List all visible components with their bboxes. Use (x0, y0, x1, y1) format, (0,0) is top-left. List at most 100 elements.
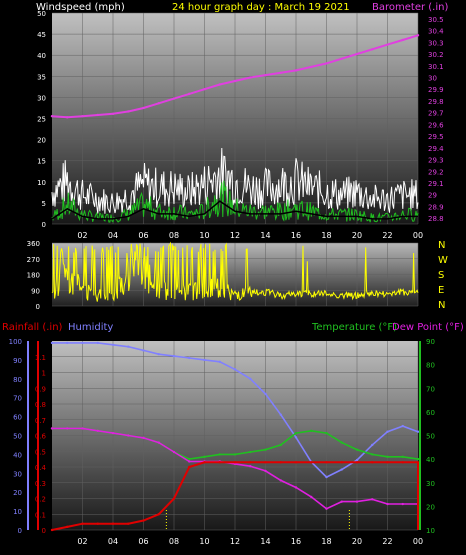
wind-y-ticks: 0 5 10 15 20 25 30 35 40 45 50 (37, 10, 46, 229)
humidity-y-ticks: 0 10 20 30 40 50 60 70 80 90 100 (9, 338, 22, 535)
barometer-y-ticks: 28.8 28.9 29 29.1 29.2 29.3 29.4 29.5 29.6 29.7 29… (428, 16, 444, 223)
compass-label: N (438, 240, 445, 251)
direction-y-tick-label: 180 (27, 272, 40, 280)
rain-y-tick-label: 0.5 (35, 448, 46, 456)
barometer-y-tick-label: 29 (428, 192, 437, 200)
wind-y-tick-label: 40 (37, 52, 46, 60)
barometer-y-tick-label: 28.9 (428, 203, 444, 211)
wind-x-tick-label: 20 (352, 231, 362, 240)
barometer-y-tick-label: 30.5 (428, 16, 444, 24)
wind-x-tick-label: 10 (199, 231, 209, 240)
direction-y-tick-label: 270 (27, 256, 40, 264)
wind-y-tick-label: 0 (42, 221, 46, 229)
temp-y-ticks: 10 20 30 40 50 60 70 80 90 (426, 338, 435, 535)
temp-x-tick-label: 04 (108, 537, 118, 546)
rain-y-tick-label: 0.6 (35, 433, 47, 441)
barometer-y-tick-label: 30.2 (428, 51, 444, 59)
dewpoint-label: Dew Point (°F) (392, 322, 464, 333)
temp-x-tick-label: 02 (77, 537, 87, 546)
wind-y-tick-label: 50 (37, 10, 46, 18)
series-line (52, 427, 418, 510)
barometer-y-tick-label: 29.1 (428, 180, 444, 188)
temp-x-tick-label: 00 (413, 537, 423, 546)
humidity-y-tick-label: 20 (13, 489, 22, 497)
wind-x-tick-label: 22 (382, 231, 392, 240)
compass-label: W (438, 255, 448, 266)
wind-chart-title: 24 hour graph day : March 19 2021 (172, 2, 350, 13)
humidity-y-tick-label: 0 (18, 527, 22, 535)
barometer-y-tick-label: 28.8 (428, 215, 444, 223)
wind-y-tick-label: 20 (37, 137, 46, 145)
barometer-y-tick-label: 29.7 (428, 110, 444, 118)
wind-y-tick-label: 45 (37, 31, 46, 39)
direction-y-tick-label: 360 (27, 240, 40, 248)
temp-x-tick-label: 20 (352, 537, 362, 546)
wind-x-tick-label: 02 (77, 231, 87, 240)
barometer-series (50, 34, 420, 119)
series-line (51, 461, 418, 531)
temperature-label: Temperature (°F) (311, 322, 397, 333)
wind-speed-series (51, 180, 419, 223)
rain-y-tick-label: 0.9 (35, 385, 46, 393)
temp-y-tick-label: 90 (426, 338, 435, 346)
humidity-y-tick-label: 50 (13, 433, 22, 441)
compass-label: S (438, 270, 444, 281)
wind-axis-label: Windspeed (mph) (36, 2, 125, 13)
temp-y-tick-label: 10 (426, 527, 435, 535)
compass-label: N (438, 300, 445, 311)
humidity-label: Humidity (68, 322, 113, 333)
humidity-y-tick-label: 30 (13, 470, 22, 478)
rain-y-tick-label: 1.1 (35, 354, 46, 362)
temp-x-ticks: 02 04 06 08 10 12 14 16 18 20 22 00 (77, 537, 423, 546)
direction-series (51, 241, 419, 302)
temp-x-tick-label: 08 (169, 537, 179, 546)
wind-y-tick-label: 15 (37, 158, 46, 166)
temp-y-tick-label: 80 (426, 362, 435, 370)
temp-y-tick-label: 30 (426, 480, 435, 488)
barometer-y-tick-label: 29.8 (428, 98, 444, 106)
wind-grid (52, 12, 419, 225)
humidity-y-tick-label: 60 (13, 414, 22, 422)
humidity-y-tick-label: 80 (13, 376, 22, 384)
wind-y-tick-label: 30 (37, 94, 46, 102)
wind-y-tick-label: 35 (37, 73, 46, 81)
humidity-y-tick-label: 90 (13, 357, 22, 365)
barometer-y-tick-label: 30 (428, 74, 437, 82)
wind-x-tick-label: 00 (413, 231, 423, 240)
wind-x-tick-label: 16 (291, 231, 301, 240)
barometer-y-tick-label: 29.4 (428, 145, 444, 153)
temp-series (50, 341, 420, 532)
direction-trace (51, 241, 419, 302)
rain-y-tick-label: 0.4 (35, 464, 47, 472)
barometer-axis-label: Barometer (.in) (372, 2, 448, 13)
wind-x-tick-label: 08 (169, 231, 179, 240)
temp-x-tick-label: 06 (138, 537, 148, 546)
wind-y-tick-label: 5 (42, 200, 46, 208)
rain-y-tick-label: 0.3 (35, 480, 46, 488)
wind-x-tick-label: 06 (138, 231, 148, 240)
humidity-y-tick-label: 40 (13, 451, 22, 459)
temp-x-tick-label: 22 (382, 537, 392, 546)
wind-average-line (51, 200, 418, 220)
wind-x-tick-label: 18 (321, 231, 331, 240)
compass-label: E (438, 285, 444, 296)
rain-y-tick-label: 1 (42, 370, 46, 378)
series-line (52, 342, 419, 479)
temp-y-tick-label: 20 (426, 503, 435, 511)
temp-y-tick-label: 50 (426, 433, 435, 441)
barometer-y-tick-label: 30.4 (428, 28, 444, 36)
gust-line (51, 147, 419, 214)
temp-y-tick-label: 70 (426, 385, 435, 393)
humidity-y-tick-label: 10 (13, 508, 22, 516)
wind-x-tick-label: 04 (108, 231, 118, 240)
temp-y-tick-label: 60 (426, 409, 435, 417)
gust-series (51, 147, 419, 214)
wind-series (50, 34, 420, 223)
wind-y-tick-label: 10 (37, 179, 46, 187)
direction-y-tick-label: 0 (36, 303, 40, 311)
wind-line (51, 180, 419, 223)
rain-y-ticks: 0 0.1 0.2 0.3 0.4 0.5 0.6 0.7 0.8 0.9 1 1.1 (35, 354, 47, 535)
barometer-y-tick-label: 30.3 (428, 39, 444, 47)
rain-y-tick-label: 0.7 (35, 417, 46, 425)
wind-x-tick-label: 12 (230, 231, 240, 240)
